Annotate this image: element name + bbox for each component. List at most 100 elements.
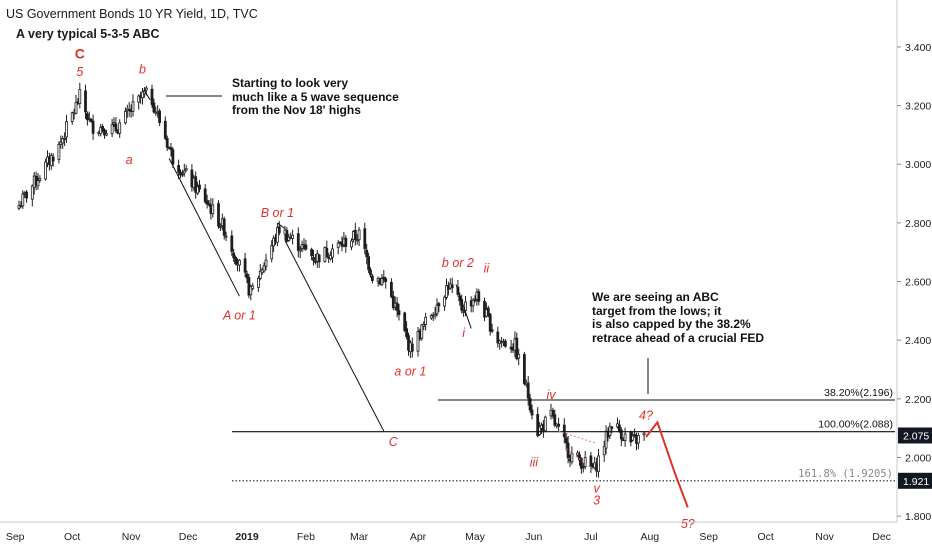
candle (177, 159, 181, 180)
wave-label: 5 (76, 65, 83, 79)
trendline (284, 240, 385, 432)
candle (331, 244, 334, 263)
candle (462, 308, 466, 317)
candle-body (637, 435, 640, 444)
candle-body (91, 120, 95, 134)
candle-body (483, 300, 486, 318)
candle (325, 240, 329, 258)
candle-body (51, 156, 55, 162)
candle (264, 253, 268, 271)
price-badge-bg (898, 472, 932, 489)
candle (110, 118, 114, 138)
candle (350, 238, 353, 251)
candle-body (355, 239, 359, 242)
candle-body (369, 269, 372, 276)
price-tick-label: 2.600 (905, 277, 931, 289)
candle (87, 111, 91, 122)
candle-body (618, 424, 621, 432)
candle (158, 108, 162, 126)
candle (566, 435, 570, 464)
candle-body (61, 138, 65, 144)
candle (389, 278, 393, 299)
candle-body (523, 354, 526, 385)
candle-body (78, 89, 82, 104)
candle (180, 169, 184, 178)
time-tick-label: Aug (640, 531, 659, 543)
candle-body (249, 286, 253, 296)
candle (237, 258, 241, 272)
candle-body (264, 259, 268, 267)
candle-body (477, 291, 481, 302)
candle (51, 153, 55, 167)
candle (127, 101, 131, 117)
candle (179, 169, 182, 179)
candle-body (389, 281, 393, 298)
candle-body (298, 249, 302, 252)
candle (152, 98, 156, 114)
candle-body (536, 414, 540, 437)
candle-body (450, 284, 454, 289)
candle-body (84, 90, 87, 113)
candle-body (57, 144, 61, 160)
price-tick-label: 1.800 (905, 511, 931, 523)
candle (420, 323, 424, 341)
candle-body (325, 247, 329, 258)
wave-label: 3 (593, 493, 600, 507)
candle (422, 321, 426, 331)
candle-body (344, 237, 348, 247)
candle (553, 409, 557, 428)
candle-body (403, 312, 407, 331)
candle-body (198, 184, 201, 190)
candle-body (310, 249, 314, 257)
candle (230, 230, 234, 256)
candle-body (602, 446, 606, 456)
candle (256, 275, 260, 292)
note-line: is also capped by the 38.2% (592, 317, 751, 331)
wave-label: v (593, 482, 600, 496)
candle (249, 284, 253, 301)
candle (367, 252, 371, 274)
candle (310, 247, 314, 261)
wedge-line (565, 448, 597, 473)
candle (118, 119, 122, 138)
candle-body (218, 226, 222, 229)
candle-body (296, 233, 300, 251)
candle-body (245, 273, 249, 279)
time-tick-label: Nov (122, 531, 141, 543)
candle-body (312, 257, 315, 261)
candle (84, 84, 87, 119)
candle (384, 276, 388, 289)
candle-body (171, 149, 175, 165)
candle (619, 427, 623, 447)
candle-body (395, 302, 399, 311)
candle-body (543, 416, 547, 432)
candle-body (177, 165, 181, 173)
candle-body (517, 354, 521, 359)
price-badge-label: 1.921 (903, 476, 929, 488)
candle (291, 229, 295, 245)
candle (576, 450, 579, 458)
candle (557, 417, 560, 432)
wave-label: A or 1 (222, 309, 256, 323)
wave-label: b (139, 62, 146, 76)
candle-body (258, 270, 262, 279)
candle (580, 457, 583, 474)
candle-body (391, 295, 395, 309)
candle-body (25, 191, 29, 199)
candle (623, 427, 627, 447)
note-line: We are seeing an ABC (592, 290, 719, 304)
candle (397, 303, 401, 321)
candle-body (112, 122, 116, 125)
candle (517, 348, 521, 366)
candle-body (570, 453, 574, 463)
candle-body (422, 324, 426, 327)
candle-body (272, 237, 276, 247)
wave-label: ii (484, 262, 491, 276)
candle-body (291, 234, 295, 239)
candle (150, 84, 154, 108)
candle-body (515, 337, 519, 360)
candle (336, 239, 340, 255)
price-tick-label: 2.200 (905, 394, 931, 406)
trendline (168, 158, 240, 297)
